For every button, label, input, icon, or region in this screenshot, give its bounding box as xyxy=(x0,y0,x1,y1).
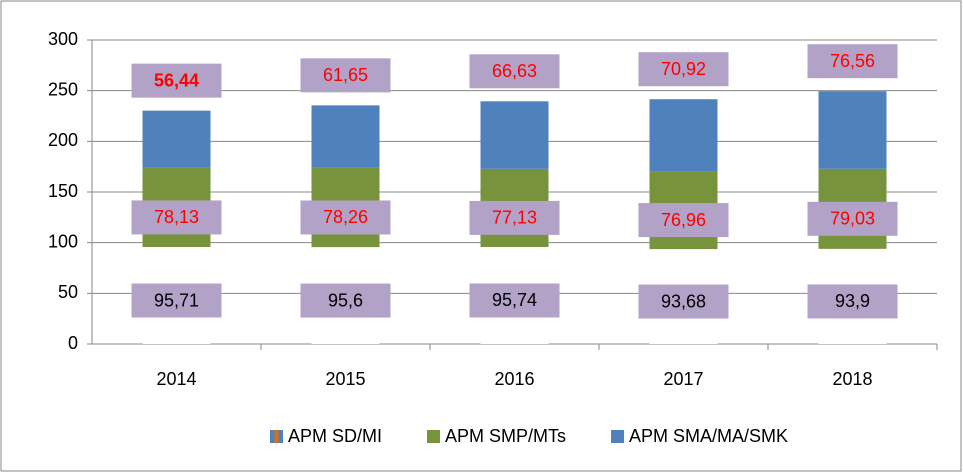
data-label: 95,6 xyxy=(328,290,363,310)
x-tick-label: 2017 xyxy=(663,369,703,389)
data-label: 70,92 xyxy=(661,59,706,79)
data-label-box xyxy=(300,200,391,235)
y-tick-label: 250 xyxy=(48,79,78,99)
bar-segment xyxy=(649,99,718,172)
y-tick-label: 150 xyxy=(48,181,78,201)
y-tick-label: 300 xyxy=(48,29,78,49)
legend-label: APM SD/MI xyxy=(288,426,382,446)
data-label: 78,26 xyxy=(323,207,368,227)
data-label-box xyxy=(469,200,560,235)
data-label: 93,9 xyxy=(835,291,870,311)
data-label: 77,13 xyxy=(492,208,537,228)
data-label: 76,96 xyxy=(661,210,706,230)
bar-segment xyxy=(480,101,549,169)
data-label-box xyxy=(131,283,222,318)
legend-swatch xyxy=(611,430,625,443)
data-label-box xyxy=(807,44,898,79)
data-label-box xyxy=(131,200,222,235)
x-tick-label: 2016 xyxy=(494,369,534,389)
y-tick-label: 0 xyxy=(68,333,78,353)
legend-label: APM SMA/MA/SMK xyxy=(629,426,788,446)
x-tick-label: 2014 xyxy=(156,369,196,389)
x-tick-label: 2018 xyxy=(832,369,872,389)
bar-segment xyxy=(142,110,211,168)
data-label-box xyxy=(807,201,898,236)
legend-label: APM SMP/MTs xyxy=(445,426,566,446)
data-label-box xyxy=(807,284,898,319)
data-label: 93,68 xyxy=(661,291,706,311)
data-label: 66,63 xyxy=(492,61,537,81)
data-label-box xyxy=(469,283,560,318)
data-label-box xyxy=(300,283,391,318)
data-label-box xyxy=(638,52,729,87)
data-label: 78,13 xyxy=(154,207,199,227)
data-label: 95,74 xyxy=(492,290,537,310)
x-tick-label: 2015 xyxy=(325,369,365,389)
legend-swatch xyxy=(427,430,441,443)
data-label-box xyxy=(300,58,391,93)
y-tick-label: 100 xyxy=(48,231,78,251)
data-label: 79,03 xyxy=(830,209,875,229)
bar-segment xyxy=(818,91,887,169)
data-label-box xyxy=(638,284,729,319)
bar-segment xyxy=(311,105,380,168)
data-label-box xyxy=(131,63,222,98)
y-tick-label: 50 xyxy=(58,282,78,302)
data-label-box xyxy=(469,54,560,89)
legend-swatch xyxy=(270,430,283,443)
y-tick-label: 200 xyxy=(48,130,78,150)
data-label: 61,65 xyxy=(323,65,368,85)
data-label-box xyxy=(638,203,729,238)
data-label: 95,71 xyxy=(154,290,199,310)
data-label: 56,44 xyxy=(154,70,199,90)
data-label: 76,56 xyxy=(830,51,875,71)
